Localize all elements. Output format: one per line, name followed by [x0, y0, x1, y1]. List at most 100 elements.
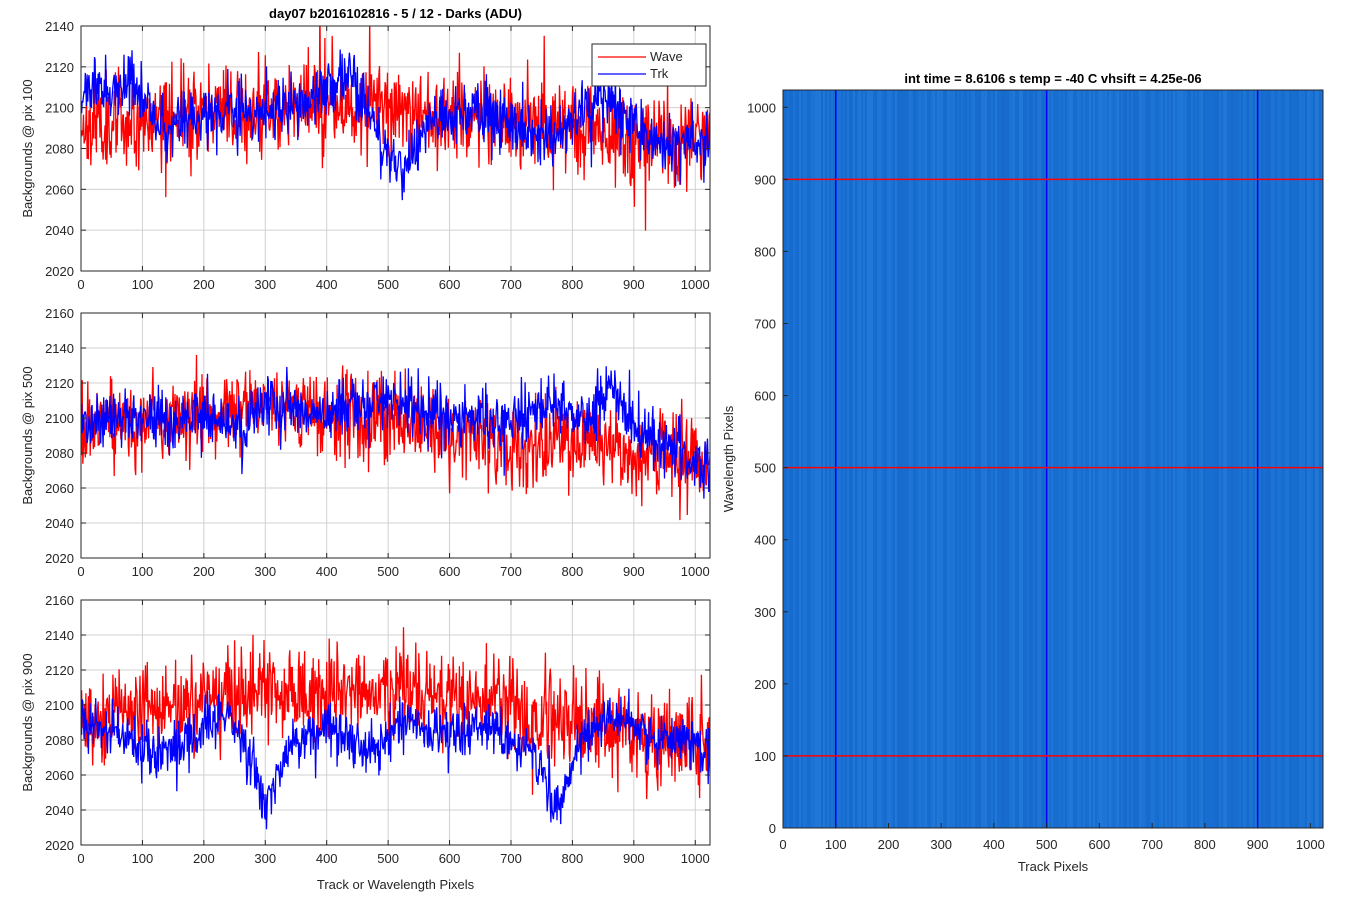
y-tick-label: 2100 [45, 698, 74, 713]
x-tick-label: 500 [377, 277, 399, 292]
x-tick-label: 200 [878, 837, 900, 852]
y-tick-label: 2140 [45, 341, 74, 356]
x-tick-label: 200 [193, 851, 215, 866]
y-tick-label: 2040 [45, 516, 74, 531]
y-tick-label: 2100 [45, 411, 74, 426]
y-tick-label: 600 [754, 389, 776, 404]
x-tick-label: 800 [562, 851, 584, 866]
y-tick-label: 2120 [45, 663, 74, 678]
x-tick-label: 1000 [681, 564, 710, 579]
legend-label-trk: Trk [650, 66, 669, 81]
x-axis-label: Track or Wavelength Pixels [317, 877, 475, 892]
y-tick-label: 1000 [747, 100, 776, 115]
x-tick-label: 600 [439, 277, 461, 292]
x-tick-label: 700 [500, 851, 522, 866]
x-tick-label: 0 [77, 564, 84, 579]
y-tick-label: 400 [754, 533, 776, 548]
x-tick-label: 300 [254, 564, 276, 579]
y-tick-label: 200 [754, 677, 776, 692]
y-tick-label: 2020 [45, 838, 74, 853]
y-tick-label: 2020 [45, 264, 74, 279]
y-tick-label: 2080 [45, 733, 74, 748]
x-tick-label: 900 [1247, 837, 1269, 852]
y-tick-label: 100 [754, 749, 776, 764]
x-tick-label: 100 [132, 564, 154, 579]
axis-box [80, 599, 711, 846]
y-tick-label: 2080 [45, 142, 74, 157]
y-axis-label: Backgrounds @ pix 900 [20, 653, 35, 791]
image-texture [783, 90, 1321, 828]
legend-label-wave: Wave [650, 49, 683, 64]
x-tick-label: 700 [500, 277, 522, 292]
x-tick-label: 700 [1141, 837, 1163, 852]
y-tick-label: 300 [754, 605, 776, 620]
x-axis-label: Track Pixels [1018, 859, 1089, 874]
y-tick-label: 2120 [45, 376, 74, 391]
y-tick-label: 900 [754, 172, 776, 187]
series-line-trk [81, 366, 710, 499]
y-tick-label: 2060 [45, 182, 74, 197]
x-tick-label: 900 [623, 277, 645, 292]
x-tick-label: 0 [779, 837, 786, 852]
y-axis-label: Wavelength Pixels [721, 405, 736, 512]
image-background [783, 90, 1323, 828]
y-tick-label: 2060 [45, 481, 74, 496]
series-line-wave [81, 627, 710, 800]
y-tick-label: 2060 [45, 768, 74, 783]
y-tick-label: 2140 [45, 628, 74, 643]
y-tick-label: 2140 [45, 19, 74, 34]
x-tick-label: 0 [77, 277, 84, 292]
legend: Wave Trk [591, 43, 707, 87]
image-panel: 0 100 200 300 400 500 600 700 800 900 1000 0 100 200 3… [721, 71, 1325, 874]
chart-title: day07 b2016102816 - 5 / 12 - Darks (ADU) [269, 6, 522, 21]
axis-box [80, 312, 711, 559]
x-tick-label: 600 [439, 564, 461, 579]
y-tick-label: 2040 [45, 803, 74, 818]
x-tick-label: 300 [254, 277, 276, 292]
x-tick-label: 300 [930, 837, 952, 852]
x-tick-label: 200 [193, 564, 215, 579]
series-line-wave [81, 354, 710, 521]
y-tick-label: 2100 [45, 101, 74, 116]
x-tick-label: 1000 [681, 277, 710, 292]
x-tick-label: 900 [623, 851, 645, 866]
x-tick-label: 900 [623, 564, 645, 579]
y-tick-label: 2080 [45, 446, 74, 461]
x-tick-label: 600 [439, 851, 461, 866]
legend-box [591, 43, 707, 87]
y-axis-label: Backgrounds @ pix 500 [20, 366, 35, 504]
y-tick-label: 500 [754, 461, 776, 476]
x-tick-label: 1000 [1296, 837, 1325, 852]
x-tick-label: 200 [193, 277, 215, 292]
y-tick-label: 800 [754, 244, 776, 259]
x-tick-label: 0 [77, 851, 84, 866]
x-tick-label: 800 [1194, 837, 1216, 852]
x-tick-label: 700 [500, 564, 522, 579]
line-panel-3: 0 100 200 300 400 500 600 700 800 900 1000 2020 2040… [20, 593, 711, 892]
x-tick-label: 500 [377, 564, 399, 579]
chart-title: int time = 8.6106 s temp = -40 C vhsift … [904, 71, 1201, 86]
x-tick-label: 500 [377, 851, 399, 866]
x-tick-label: 800 [562, 564, 584, 579]
x-tick-label: 100 [825, 837, 847, 852]
line-panel-2: 0 100 200 300 400 500 600 700 800 900 1000 2020 2040… [20, 306, 711, 579]
y-tick-label: 0 [769, 821, 776, 836]
series-line-trk [81, 688, 710, 830]
y-tick-label: 2160 [45, 593, 74, 608]
y-tick-label: 2020 [45, 551, 74, 566]
x-tick-label: 400 [316, 564, 338, 579]
x-tick-label: 100 [132, 851, 154, 866]
x-tick-label: 1000 [681, 851, 710, 866]
x-tick-label: 100 [132, 277, 154, 292]
y-tick-label: 700 [754, 317, 776, 332]
x-tick-label: 500 [1036, 837, 1058, 852]
x-tick-label: 400 [316, 851, 338, 866]
series-line-trk [81, 49, 710, 201]
x-tick-label: 400 [983, 837, 1005, 852]
x-tick-label: 600 [1089, 837, 1111, 852]
x-tick-label: 300 [254, 851, 276, 866]
axis-box [782, 89, 1324, 829]
y-tick-label: 2040 [45, 223, 74, 238]
